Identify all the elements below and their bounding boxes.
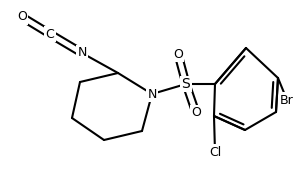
- Text: Br: Br: [280, 94, 294, 106]
- Text: S: S: [182, 77, 190, 91]
- Text: O: O: [191, 106, 201, 120]
- Text: O: O: [17, 10, 27, 24]
- Text: N: N: [147, 88, 157, 100]
- Text: Cl: Cl: [209, 146, 221, 159]
- Text: C: C: [46, 28, 54, 40]
- Text: O: O: [173, 47, 183, 61]
- Text: N: N: [77, 46, 87, 60]
